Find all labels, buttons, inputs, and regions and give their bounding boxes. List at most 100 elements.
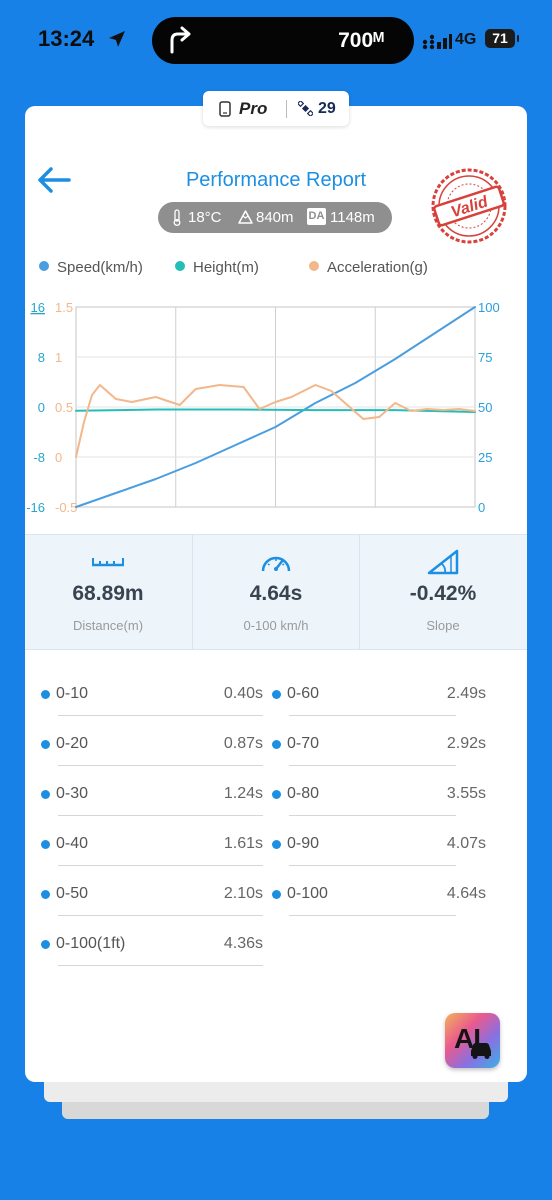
left-accel-tick: -0.5 [55, 500, 77, 515]
left-speed-tick: -16 [26, 500, 45, 515]
split-dot [41, 940, 50, 949]
split-divider [58, 865, 263, 866]
split-time: 2.92s [446, 735, 486, 752]
chart-legend: Speed(km/h) Height(m) Acceleration(g) [25, 259, 527, 279]
legend-height: Height(m) [175, 259, 259, 276]
split-dot [272, 690, 281, 699]
slope-icon [427, 549, 459, 575]
split-row: 0-80 3.55s [272, 768, 486, 816]
split-range: 0-50 [56, 885, 89, 902]
right-tick: 50 [478, 400, 492, 415]
split-dot [272, 890, 281, 899]
conditions-pill: 18°C 840m DA 1148m [158, 202, 392, 233]
device-badge[interactable]: Pro 29 [203, 91, 349, 126]
mountain-icon [238, 210, 253, 224]
right-tick: 25 [478, 450, 492, 465]
split-time: 0.40s [223, 685, 263, 702]
density-altitude-value: 1148m [330, 209, 375, 226]
split-divider [289, 865, 456, 866]
split-row: 0-10 0.40s [41, 668, 263, 716]
right-tick: 100 [478, 300, 500, 315]
thermometer-icon [173, 209, 181, 226]
metric-label: Slope [426, 618, 460, 633]
split-range: 0-40 [56, 835, 89, 852]
split-range: 0-20 [56, 735, 89, 752]
split-time: 3.55s [446, 785, 486, 802]
split-dot [41, 840, 50, 849]
split-divider [289, 715, 456, 716]
split-divider [58, 965, 263, 966]
valid-stamp: Valid [431, 168, 507, 244]
left-speed-tick: 16 [31, 300, 45, 315]
split-time: 1.61s [223, 835, 263, 852]
right-tick: 75 [478, 350, 492, 365]
split-time: 4.07s [446, 835, 486, 852]
split-time: 4.64s [446, 885, 486, 902]
split-dot [41, 690, 50, 699]
legend-dot [175, 261, 185, 271]
left-speed-tick: -8 [33, 450, 45, 465]
dynamic-island[interactable]: 700ᴹ [152, 17, 414, 64]
battery-icon: 71 [485, 29, 519, 48]
split-row: 0-40 1.61s [41, 818, 263, 866]
legend-dot [39, 261, 49, 271]
split-divider [289, 915, 456, 916]
metric-value: 4.64s [249, 582, 303, 605]
split-row: 0-70 2.92s [272, 718, 486, 766]
satellite-count: 29 [318, 100, 336, 117]
split-divider [58, 815, 263, 816]
split-time: 0.87s [223, 735, 263, 752]
split-dot [272, 840, 281, 849]
signal-icon [422, 34, 452, 50]
split-time: 1.24s [223, 785, 263, 802]
left-accel-tick: 0 [55, 450, 62, 465]
ruler-icon [92, 558, 124, 567]
split-row: 0-90 4.07s [272, 818, 486, 866]
split-row: 0-50 2.10s [41, 868, 263, 916]
right-tick: 0 [478, 500, 485, 515]
legend-height-label: Height(m) [193, 259, 259, 276]
series-line-speed [75, 306, 476, 508]
split-range: 0-80 [287, 785, 320, 802]
split-dot [272, 790, 281, 799]
metrics-row: 68.89m Distance(m) 4.64s 0-100 km/h -0.42% Sl… [25, 534, 527, 650]
car-icon [471, 1043, 491, 1059]
left-speed-tick: 8 [38, 350, 45, 365]
metric-value: 68.89m [72, 582, 144, 605]
split-dot [41, 740, 50, 749]
split-range: 0-60 [287, 685, 320, 702]
temperature-value: 18°C [188, 209, 222, 226]
split-time: 2.49s [446, 685, 486, 702]
metric-ruler: 68.89m Distance(m) [25, 535, 191, 649]
performance-chart: 16 8 0 -8 -16 1.5 1 0.5 0 -0.5 100 75 50 25 0 [26, 300, 500, 515]
altitude-value: 840m [256, 209, 294, 226]
legend-dot [309, 261, 319, 271]
split-row: 0-100(1ft) 4.36s [41, 918, 263, 966]
split-range: 0-30 [56, 785, 89, 802]
left-accel-tick: 1 [55, 350, 62, 365]
device-icon [219, 101, 231, 117]
network-type: 4G [455, 31, 477, 48]
metric-speedometer: 4.64s 0-100 km/h [192, 535, 359, 649]
metric-label: 0-100 km/h [243, 618, 309, 633]
legend-acceleration-label: Acceleration(g) [327, 259, 428, 276]
split-time: 4.36s [223, 935, 263, 952]
left-accel-tick: 0.5 [55, 400, 73, 415]
density-altitude-badge: DA [307, 208, 326, 225]
speedometer-icon [261, 556, 291, 572]
split-divider [58, 915, 263, 916]
split-range: 0-90 [287, 835, 320, 852]
satellite-icon [298, 101, 313, 116]
split-range: 0-10 [56, 685, 89, 702]
split-time: 2.10s [223, 885, 263, 902]
ai-assistant-button[interactable]: AI [445, 1013, 500, 1068]
turn-arrow-icon [170, 26, 191, 54]
split-row: 0-60 2.49s [272, 668, 486, 716]
split-dot [41, 790, 50, 799]
split-row: 0-20 0.87s [41, 718, 263, 766]
left-accel-tick: 1.5 [55, 300, 73, 315]
back-arrow-icon[interactable] [37, 166, 71, 194]
metric-slope: -0.42% Slope [359, 535, 526, 649]
pro-label: Pro [239, 99, 268, 118]
legend-speed-label: Speed(km/h) [57, 259, 143, 276]
